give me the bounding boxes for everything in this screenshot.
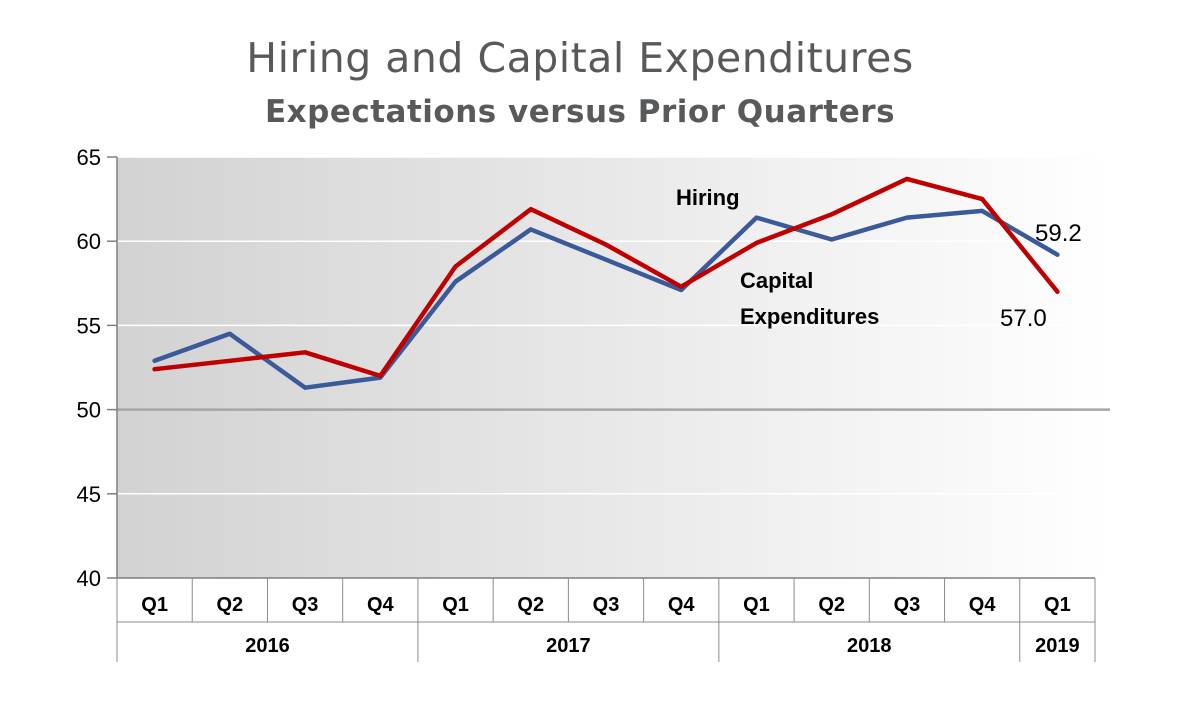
hiring-last-value-label: 59.2	[1035, 220, 1082, 247]
y-tick-label: 60	[77, 229, 101, 254]
y-tick-label: 45	[77, 482, 101, 507]
x-axis: Q1 Q2 Q3 Q4 Q1 Q2 Q3 Q4 Q1 Q2 Q3 Q4 Q1 2016 2017 2018 20…	[116, 577, 1096, 662]
x-tick-label: Q1	[442, 594, 469, 616]
y-tick-label: 55	[77, 313, 101, 338]
y-tick-label: 65	[77, 145, 101, 170]
plot-background	[117, 157, 1110, 578]
capex-line	[152, 176, 1060, 379]
year-label: 2017	[546, 635, 591, 657]
x-tick-label: Q1	[1044, 594, 1071, 616]
x-tick-label: Q3	[894, 594, 921, 616]
year-label: 2019	[1035, 635, 1080, 657]
x-tick-label: Q2	[517, 594, 544, 616]
x-tick-label: Q2	[217, 594, 244, 616]
y-axis: 40 45 50 55 60 65	[77, 145, 118, 591]
chart-subtitle: Expectations versus Prior Quarters	[264, 94, 896, 130]
year-label: 2016	[245, 635, 290, 657]
x-tick-label: Q4	[969, 594, 997, 616]
x-tick-label: Q2	[818, 594, 845, 616]
year-label: 2018	[847, 635, 892, 657]
capex-last-value-label: 57.0	[1000, 305, 1047, 332]
y-tick-label: 50	[77, 398, 101, 423]
chart-title: Hiring and Capital Expenditures	[246, 34, 914, 82]
hiring-series-label: Hiring	[676, 185, 740, 210]
x-tick-label: Q3	[593, 594, 620, 616]
capex-series-label-line1: Capital	[740, 268, 813, 293]
capex-series-label-line2: Expenditures	[740, 304, 879, 329]
x-tick-label: Q4	[367, 594, 395, 616]
x-tick-label: Q4	[668, 594, 696, 616]
hiring-line	[152, 208, 1060, 390]
x-tick-label: Q3	[292, 594, 319, 616]
x-tick-label: Q1	[141, 594, 168, 616]
y-tick-label: 40	[77, 566, 101, 591]
x-tick-label: Q1	[743, 594, 770, 616]
series-lines	[152, 176, 1060, 390]
gridlines	[117, 156, 1110, 495]
